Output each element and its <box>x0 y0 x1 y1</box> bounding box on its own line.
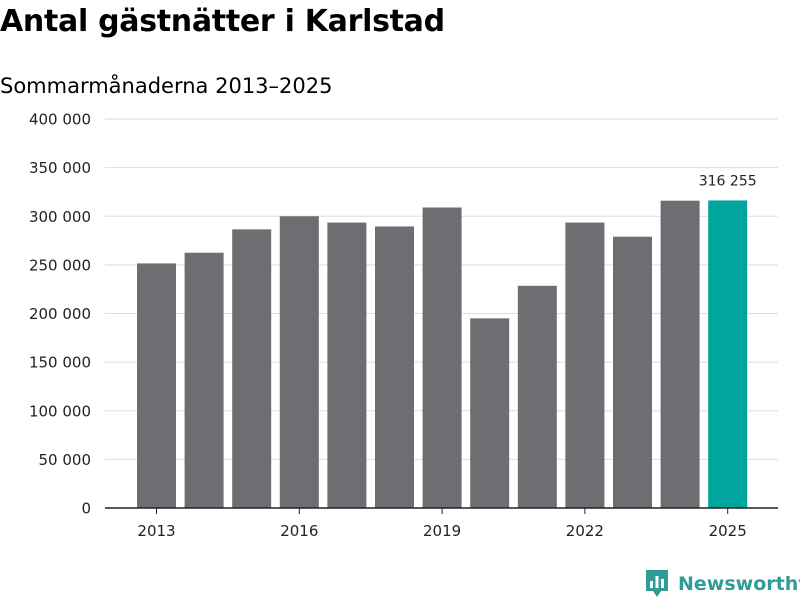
bar-2018 <box>375 226 414 508</box>
brand-name: Newsworthy <box>678 573 800 595</box>
bar-2017 <box>327 222 367 509</box>
newsworthy-logo-icon <box>646 570 668 597</box>
bar-2022 <box>565 222 605 509</box>
newsworthy-brand: Newsworthy <box>644 569 800 599</box>
x-tick-label: 2013 <box>137 522 175 540</box>
x-tick-label: 2022 <box>566 522 604 540</box>
axes <box>105 507 778 514</box>
bars <box>137 200 748 509</box>
x-tick-label: 2016 <box>280 522 318 540</box>
x-tick-label: 2019 <box>423 522 461 540</box>
bar-2021 <box>517 285 557 508</box>
y-tick-label: 300 000 <box>29 208 91 226</box>
y-tick-label: 200 000 <box>29 305 91 323</box>
bar-2024 <box>660 200 700 508</box>
bar-2014 <box>184 252 224 508</box>
y-tick-label: 250 000 <box>29 256 91 274</box>
y-tick-label: 0 <box>81 500 91 518</box>
bar-2020 <box>470 318 510 508</box>
x-tick-label: 2025 <box>709 522 747 540</box>
y-tick-label: 350 000 <box>29 159 91 177</box>
labels: 0 50 000 100 000 150 000 200 000 250 000 300 0… <box>29 111 757 541</box>
y-tick-label: 150 000 <box>29 354 91 372</box>
chart-subtitle: Sommarmånaderna 2013–2025 <box>0 74 333 98</box>
y-tick-label: 100 000 <box>29 402 91 420</box>
y-tick-label: 50 000 <box>39 451 92 469</box>
bar-2013 <box>137 263 176 508</box>
bar-2016 <box>279 216 319 508</box>
bar-2019 <box>422 207 462 508</box>
y-tick-label: 400 000 <box>29 111 91 129</box>
chart-title: Antal gästnätter i Karlstad <box>0 4 445 39</box>
bar-2025 <box>708 200 748 508</box>
bar-2023 <box>613 236 652 509</box>
bar-2015 <box>232 229 272 508</box>
data-label: 316 255 <box>699 173 757 189</box>
